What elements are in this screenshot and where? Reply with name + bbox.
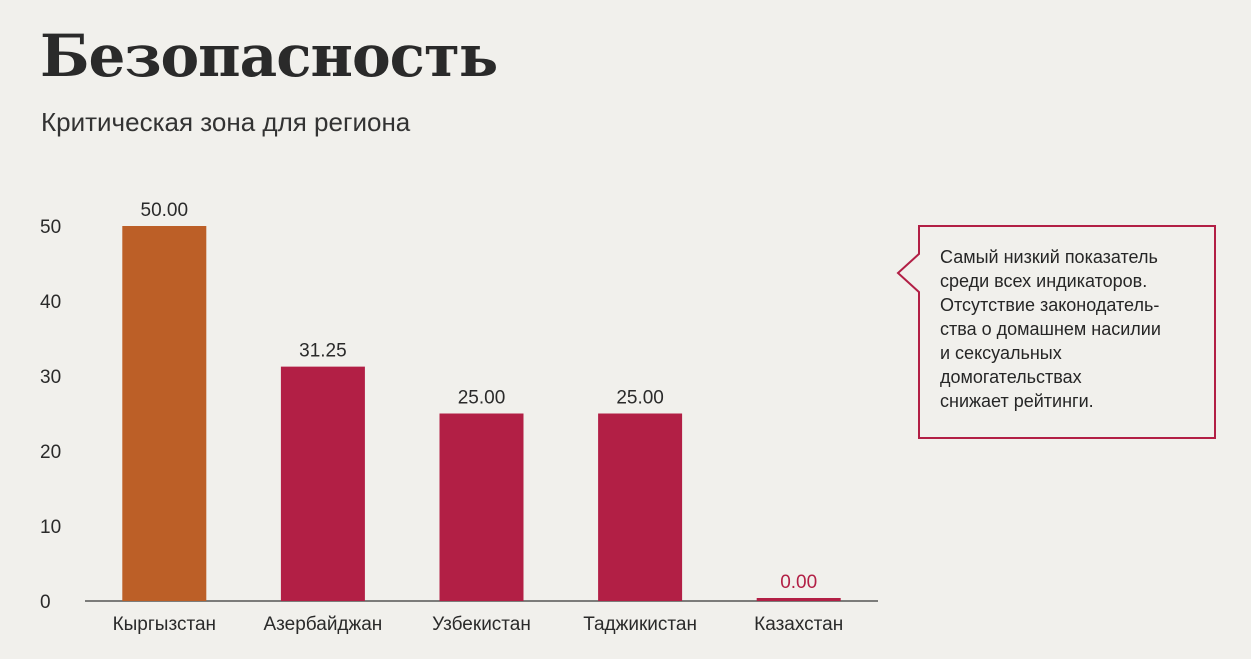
data-label: 25.00 <box>616 388 664 409</box>
bar <box>756 598 841 601</box>
annotation-callout: Самый низкий показатель среди всех индик… <box>896 225 1216 439</box>
x-category-label: Таджикистан <box>583 614 697 635</box>
annotation-text: Самый низкий показатель среди всех индик… <box>940 247 1161 411</box>
y-tick-label: 20 <box>40 442 61 463</box>
y-tick-label: 30 <box>40 367 61 388</box>
data-label: 31.25 <box>299 341 347 362</box>
bar <box>122 226 207 601</box>
x-category-label: Казахстан <box>754 614 843 635</box>
data-label: 0.00 <box>780 572 817 593</box>
y-tick-label: 0 <box>40 592 51 613</box>
data-label: 50.00 <box>141 200 189 221</box>
bar <box>439 413 524 601</box>
bar <box>280 366 365 601</box>
y-tick-label: 40 <box>40 292 61 313</box>
chart-subtitle: Критическая зона для региона <box>41 107 411 137</box>
x-category-label: Узбекистан <box>432 614 531 635</box>
y-tick-label: 50 <box>40 217 61 238</box>
data-label: 25.00 <box>458 388 506 409</box>
callout-pointer <box>896 253 920 293</box>
bar <box>598 413 683 601</box>
x-category-label: Кыргызстан <box>113 614 216 635</box>
y-tick-label: 10 <box>40 517 61 538</box>
x-category-label: Азербайджан <box>264 614 383 635</box>
bar-chart: 0 10 20 30 40 50 50.00 Кыргызстан 31.25 Азербайдж… <box>40 200 878 635</box>
chart-title: Безопасность <box>40 22 498 90</box>
